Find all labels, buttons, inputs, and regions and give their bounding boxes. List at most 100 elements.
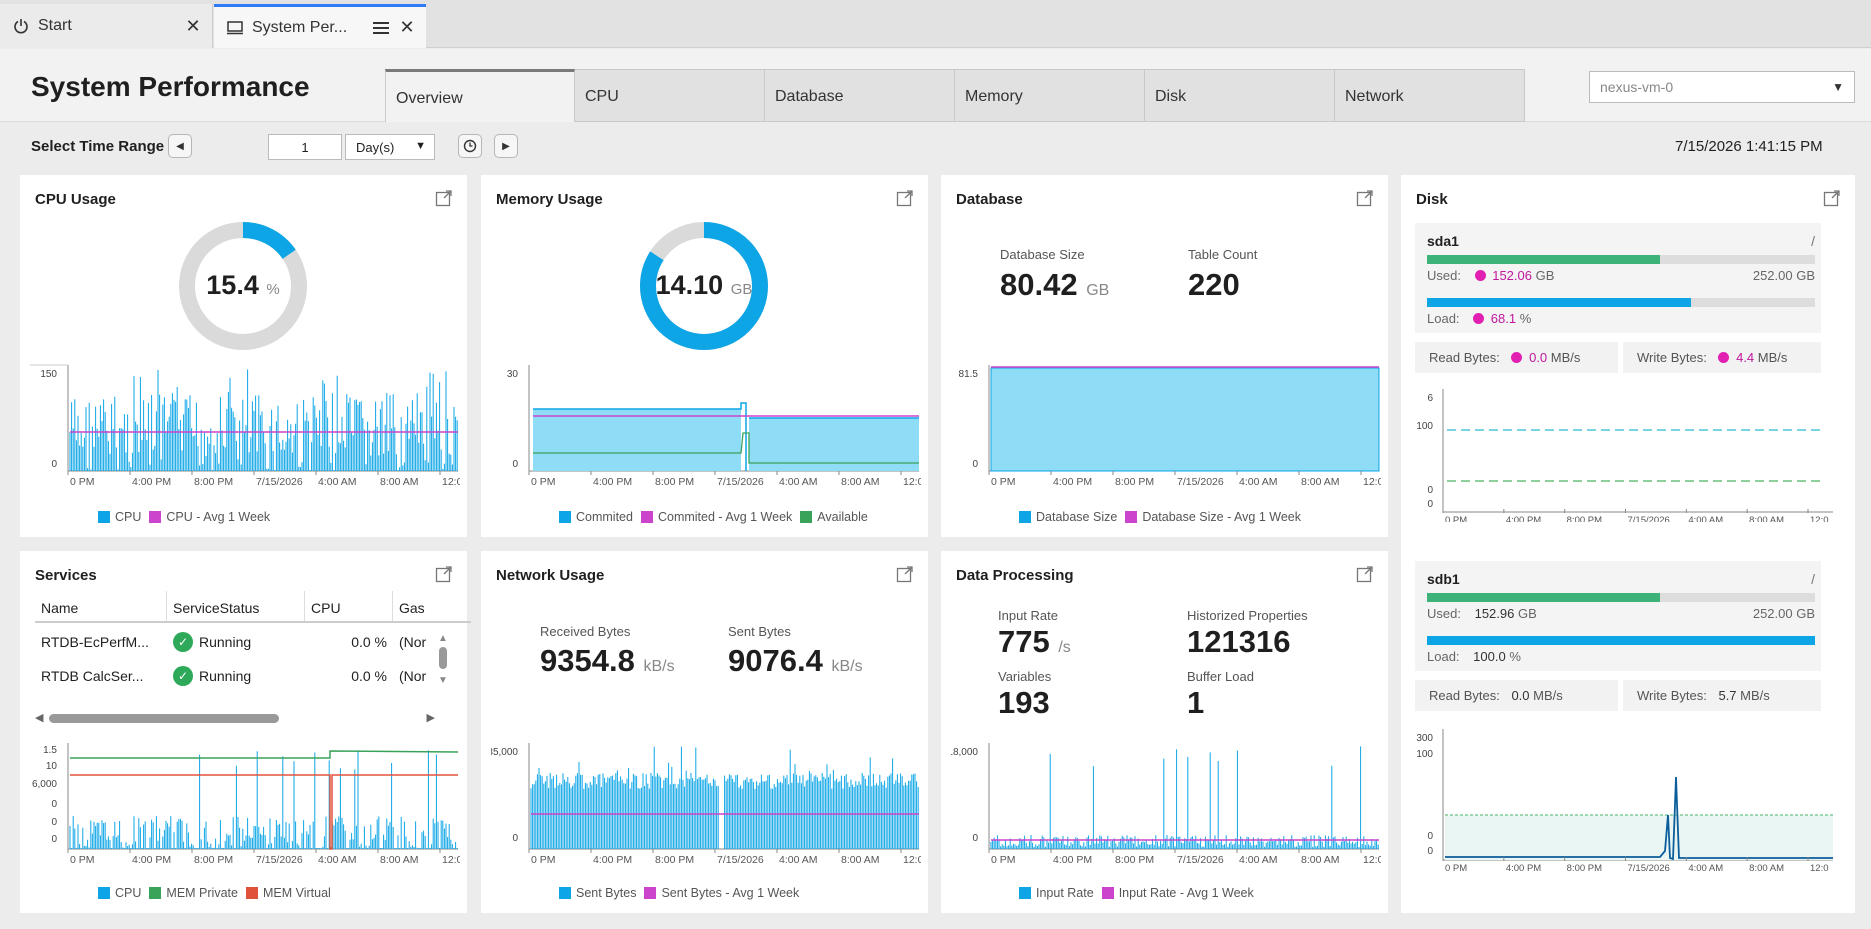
legend-item-cpu[interactable]: CPU: [98, 510, 141, 524]
check-icon: ✓: [173, 632, 193, 652]
x-tick-label: 8:00 AM: [1301, 476, 1340, 488]
expand-icon[interactable]: [435, 565, 453, 583]
expand-icon[interactable]: [1356, 565, 1374, 583]
x-tick-label: 4:00 PM: [132, 476, 171, 488]
hamburger-menu-icon[interactable]: [370, 17, 392, 39]
close-icon[interactable]: ✕: [399, 17, 415, 37]
legend-item-cpu[interactable]: CPU: [98, 886, 141, 900]
vertical-scrollbar[interactable]: ▲ ▼: [434, 633, 452, 703]
legend-item-database-size-avg[interactable]: Database Size - Avg 1 Week: [1125, 510, 1301, 524]
x-tick-label: 7/15/2026: [1177, 476, 1224, 488]
legend-item-input-rate-avg[interactable]: Input Rate - Avg 1 Week: [1101, 886, 1254, 900]
x-tick-label: 0 PM: [70, 476, 95, 488]
chevron-down-icon: ▼: [415, 140, 426, 152]
x-tick-label: 0 PM: [1445, 863, 1467, 872]
tab-system-performance[interactable]: System Per... ✕: [214, 4, 426, 48]
legend-item-database-size[interactable]: Database Size: [1019, 510, 1117, 524]
legend-item-sent-bytes[interactable]: Sent Bytes: [559, 886, 636, 900]
x-axis-ticks: 0 PM 4:00 PM 8:00 PM 7/15/2026 4:00 AM 8:00 A…: [988, 471, 1381, 488]
cpu-unit: %: [266, 281, 280, 298]
used-unit: GB: [1517, 606, 1537, 621]
tab-network[interactable]: Network: [1335, 69, 1525, 122]
x-tick-label: 8:00 AM: [841, 854, 880, 866]
arrow-up-icon[interactable]: ▲: [438, 633, 448, 644]
tab-overview[interactable]: Overview: [385, 69, 575, 122]
tab-start[interactable]: Start ✕: [0, 4, 213, 48]
y-axis-max: 35,000: [491, 747, 518, 758]
services-history-chart: 1.5 10 6,000 0 0 0 0 PM 4:00 PM 8:00 PM 7/1…: [32, 743, 460, 866]
database-size-value: 80.42: [1000, 267, 1078, 302]
time-range-label: Select Time Range: [31, 138, 165, 155]
cpu-usage-card: CPU Usage 15.4 % 150 0 0 PM 4:00 PM 8:00 P…: [20, 175, 467, 537]
range-unit-select[interactable]: Day(s) ▼: [345, 134, 435, 160]
services-legend: CPU MEM Private MEM Virtual: [98, 886, 331, 900]
tab-database[interactable]: Database: [765, 69, 955, 122]
horizontal-scrollbar[interactable]: ◀ ▶: [35, 711, 435, 725]
arrow-right-icon[interactable]: ▶: [426, 712, 435, 724]
column-header-cpu[interactable]: CPU: [305, 591, 393, 621]
column-header-gas[interactable]: Gas: [399, 600, 425, 616]
scrollbar-thumb[interactable]: [439, 647, 447, 669]
column-header-name[interactable]: Name: [35, 591, 167, 621]
sent-bytes-label: Sent Bytes: [728, 624, 791, 639]
table-count-value: 220: [1188, 267, 1240, 302]
svg-text:0: 0: [51, 799, 57, 810]
chevron-down-icon: ▼: [1832, 80, 1844, 94]
x-axis-ticks: 0 PM 4:00 PM 8:00 PM 7/15/2026 4:00 AM 8:00 A…: [528, 471, 921, 488]
disk-sda1: sda1 / Used: 152.06 GB 252.00 GB Load: 6…: [1415, 223, 1821, 333]
tab-cpu[interactable]: CPU: [575, 69, 765, 122]
close-icon[interactable]: ✕: [185, 15, 201, 36]
commited-area-1: [533, 409, 741, 471]
card-title: Data Processing: [956, 567, 1074, 584]
previous-range-button[interactable]: ◀: [168, 134, 192, 158]
x-tick-label: 0 PM: [1445, 515, 1467, 522]
legend-item-mem-virtual[interactable]: MEM Virtual: [245, 886, 331, 900]
expand-icon[interactable]: [1823, 189, 1841, 207]
processing-legend: Input Rate Input Rate - Avg 1 Week: [1019, 886, 1254, 900]
disk-load-bar: [1427, 298, 1815, 307]
legend-item-available[interactable]: Available: [800, 510, 868, 524]
column-header-status[interactable]: ServiceStatus: [167, 591, 305, 621]
svg-text:100: 100: [1416, 749, 1433, 760]
legend-item-sent-bytes-avg[interactable]: Sent Bytes - Avg 1 Week: [644, 886, 799, 900]
legend-item-commited[interactable]: Commited: [559, 510, 633, 524]
range-amount-input[interactable]: 1: [268, 134, 342, 160]
svg-text:100: 100: [1416, 421, 1433, 432]
arrow-left-icon[interactable]: ◀: [35, 712, 44, 724]
next-range-button[interactable]: ▶: [494, 134, 518, 158]
expand-icon[interactable]: [896, 189, 914, 207]
expand-icon[interactable]: [435, 189, 453, 207]
services-card: Services Name ServiceStatus CPU Gas RTDB…: [20, 551, 471, 913]
svg-text:1.5: 1.5: [43, 745, 57, 756]
legend-item-commited-avg[interactable]: Commited - Avg 1 Week: [640, 510, 792, 524]
card-title: Disk: [1416, 191, 1448, 208]
legend-item-cpu-avg[interactable]: CPU - Avg 1 Week: [149, 510, 270, 524]
table-row[interactable]: RTDB CalcSer... ✓ Running 0.0 % (Nor: [41, 666, 427, 686]
sda1-history-chart: 6 100 0 0 0 PM 4:00 PM 8:00 PM 7/15/2026 4:0…: [1416, 389, 1833, 522]
used-unit: GB: [1535, 268, 1555, 283]
x-tick-label: 8:00 PM: [655, 476, 694, 488]
x-tick-label: 4:00 PM: [1053, 854, 1092, 866]
y-axis-max: 81.5: [959, 369, 979, 380]
cpu-gauge: [179, 222, 307, 350]
received-bytes-unit: kB/s: [643, 658, 675, 675]
legend-item-input-rate[interactable]: Input Rate: [1019, 886, 1094, 900]
y-axis-max: 30: [507, 369, 519, 380]
series-bars: [530, 746, 919, 849]
svg-text:300: 300: [1416, 733, 1433, 744]
expand-icon[interactable]: [896, 565, 914, 583]
cpu-value: 15.4: [206, 270, 259, 300]
clock-button[interactable]: [458, 134, 482, 158]
expand-icon[interactable]: [1356, 189, 1374, 207]
database-size-area: [990, 367, 1380, 472]
legend-item-mem-private[interactable]: MEM Private: [149, 886, 238, 900]
tab-disk[interactable]: Disk: [1145, 69, 1335, 122]
x-tick-label: 8:00 PM: [194, 854, 233, 866]
table-row[interactable]: RTDB-EcPerfM... ✓ Running 0.0 % (Nor: [41, 632, 427, 652]
sent-bytes-value: 9076.4: [728, 643, 823, 678]
machine-select[interactable]: nexus-vm-0 ▼: [1589, 71, 1855, 103]
scrollbar-thumb[interactable]: [49, 714, 279, 723]
tab-memory[interactable]: Memory: [955, 69, 1145, 122]
x-tick-label: 7/15/2026: [256, 854, 303, 866]
arrow-down-icon[interactable]: ▼: [438, 675, 448, 686]
